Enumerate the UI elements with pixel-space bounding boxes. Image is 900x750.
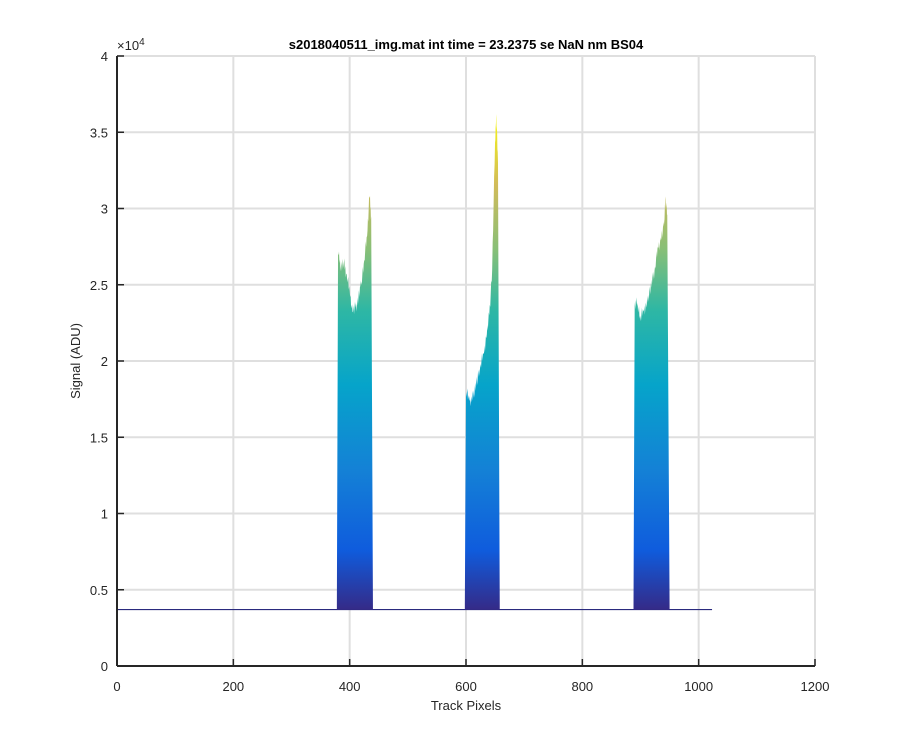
x-axis-label: Track Pixels (431, 698, 502, 713)
axis-layer (116, 55, 816, 667)
x-tick-label: 600 (455, 679, 477, 694)
x-tick-label: 400 (339, 679, 361, 694)
peak-1 (336, 196, 373, 610)
chart-title: s2018040511_img.mat int time = 23.2375 s… (289, 37, 644, 52)
data-layer (117, 113, 713, 611)
y-exponent-label: ×104 (117, 37, 145, 53)
y-axis-label: Signal (ADU) (68, 323, 83, 399)
x-tick-label: 800 (571, 679, 593, 694)
x-tick-label: 1000 (684, 679, 713, 694)
y-tick-label: 4 (101, 49, 108, 64)
x-tick-label: 200 (222, 679, 244, 694)
y-tick-label: 3.5 (90, 125, 108, 140)
y-tick-label: 3 (101, 202, 108, 217)
y-tick-label: 2 (101, 354, 108, 369)
y-tick-label: 2.5 (90, 278, 108, 293)
peak-3 (633, 196, 670, 610)
x-tick-label: 0 (113, 679, 120, 694)
y-tick-label: 1.5 (90, 430, 108, 445)
y-exponent-base: ×10 (117, 38, 139, 53)
y-tick-label: 0 (101, 659, 108, 674)
y-tick-label: 1 (101, 507, 108, 522)
y-exponent-power: 4 (139, 37, 145, 48)
x-tick-label: 1200 (801, 679, 830, 694)
y-tick-label: 0.5 (90, 583, 108, 598)
label-layer: 0 200 400 600 800 1000 1200 0 0.5 1 1.5 2 2.5 3 3.5 4 (90, 49, 830, 694)
peak-2 (464, 113, 500, 610)
